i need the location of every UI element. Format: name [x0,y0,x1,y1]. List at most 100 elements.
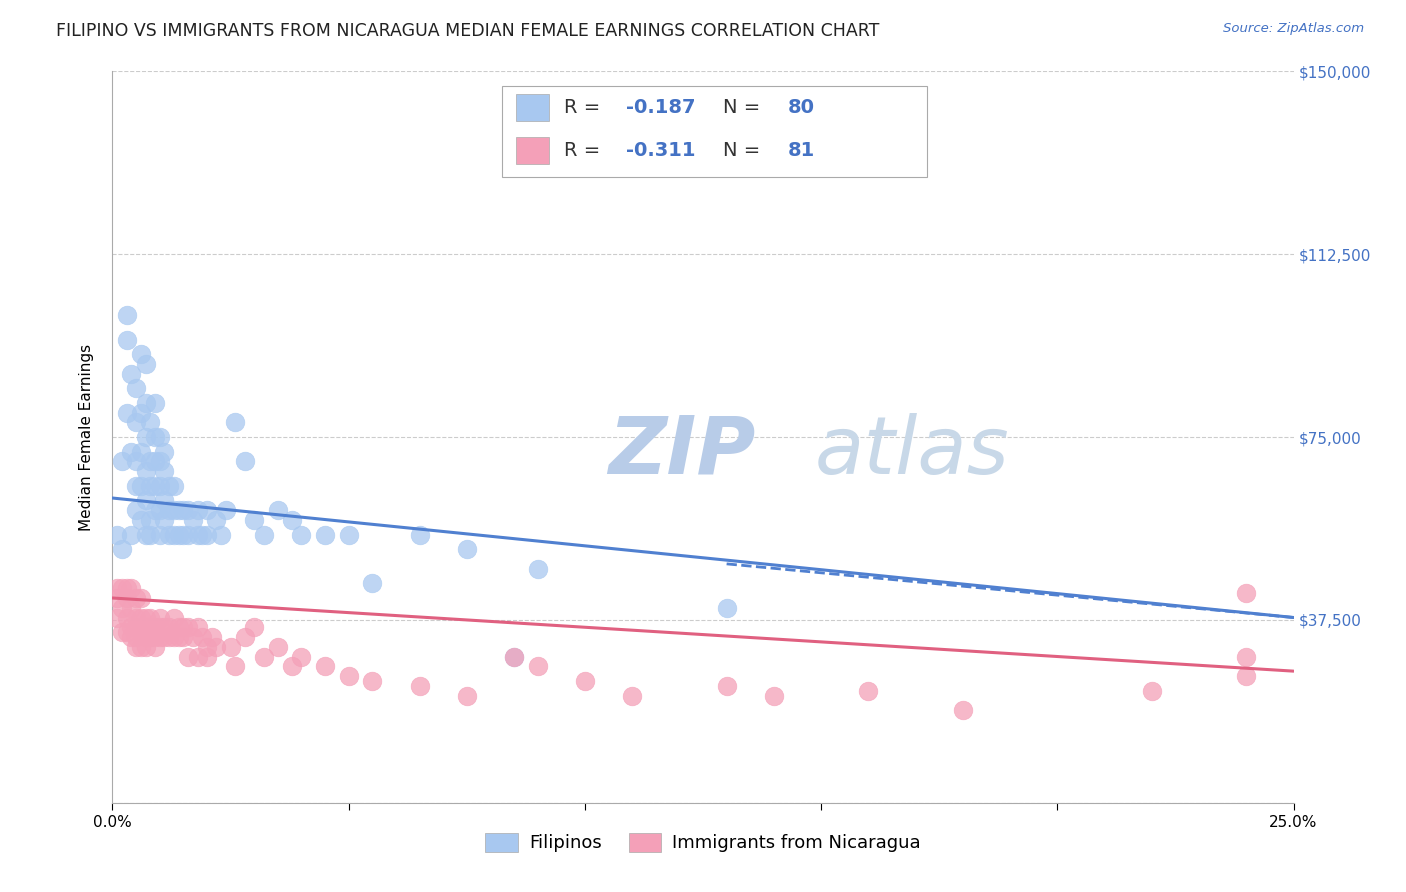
Point [143,430,166,444]
Text: ZIP: ZIP [609,413,756,491]
Point [281,659,304,673]
Point [129,640,152,654]
Point [267,640,290,654]
Point [129,625,152,640]
Point [135,396,157,410]
Point [314,527,336,541]
Point [233,454,256,468]
Point [181,513,204,527]
Point [149,454,172,468]
Point [157,620,180,634]
Point [157,630,180,644]
Text: N =: N = [723,98,766,117]
Point [129,347,152,361]
Point [135,640,157,654]
Point [177,527,200,541]
Point [120,600,142,615]
Point [125,454,148,468]
Text: 80: 80 [787,98,815,117]
Point [125,591,148,605]
Point [129,406,152,420]
Point [139,513,162,527]
Point [135,430,157,444]
Point [139,527,162,541]
Point [120,620,142,634]
Point [153,630,176,644]
Point [111,542,134,557]
Bar [502,86,928,178]
Point [129,479,152,493]
Point [163,503,186,517]
Point [139,630,162,644]
Point [143,620,166,634]
Point [143,396,166,410]
Text: 81: 81 [787,141,815,160]
Point [139,479,162,493]
Point [167,527,190,541]
Y-axis label: Median Female Earnings: Median Female Earnings [79,343,94,531]
Point [149,630,172,644]
Point [125,381,148,395]
Legend: Filipinos, Immigrants from Nicaragua: Filipinos, Immigrants from Nicaragua [478,826,928,860]
Point [129,591,152,605]
Point [314,659,336,673]
Point [716,600,738,615]
Point [233,630,256,644]
Point [149,620,172,634]
Text: N =: N = [723,141,766,160]
Point [153,444,176,458]
Text: R =: R = [564,98,606,117]
Point [115,591,138,605]
Point [172,527,194,541]
Text: atlas: atlas [815,413,1010,491]
Point [526,659,548,673]
Point [111,581,134,595]
Point [172,503,194,517]
Point [115,308,138,322]
Point [186,620,208,634]
Point [125,479,148,493]
Point [153,513,176,527]
Point [1234,669,1257,683]
Point [253,649,276,664]
Point [129,513,152,527]
Point [177,649,200,664]
Point [243,620,266,634]
Point [167,620,190,634]
Point [224,416,246,430]
Text: R =: R = [564,141,606,160]
Point [105,610,128,624]
Point [125,416,148,430]
Point [1234,586,1257,600]
Point [143,503,166,517]
Point [716,679,738,693]
Point [149,527,172,541]
Point [186,503,208,517]
Point [120,527,142,541]
Point [157,503,180,517]
Point [201,630,224,644]
Point [111,454,134,468]
Point [125,610,148,624]
Point [167,503,190,517]
Point [337,527,360,541]
Point [163,610,186,624]
Point [177,503,200,517]
Point [115,406,138,420]
Point [205,513,228,527]
Point [143,479,166,493]
Point [224,659,246,673]
Point [243,513,266,527]
Point [153,493,176,508]
Point [135,620,157,634]
Point [120,630,142,644]
Point [149,503,172,517]
Point [111,625,134,640]
Point [290,649,312,664]
Point [105,581,128,595]
Point [125,503,148,517]
Point [503,649,526,664]
Point [858,683,880,698]
Bar [516,137,550,164]
Point [143,630,166,644]
